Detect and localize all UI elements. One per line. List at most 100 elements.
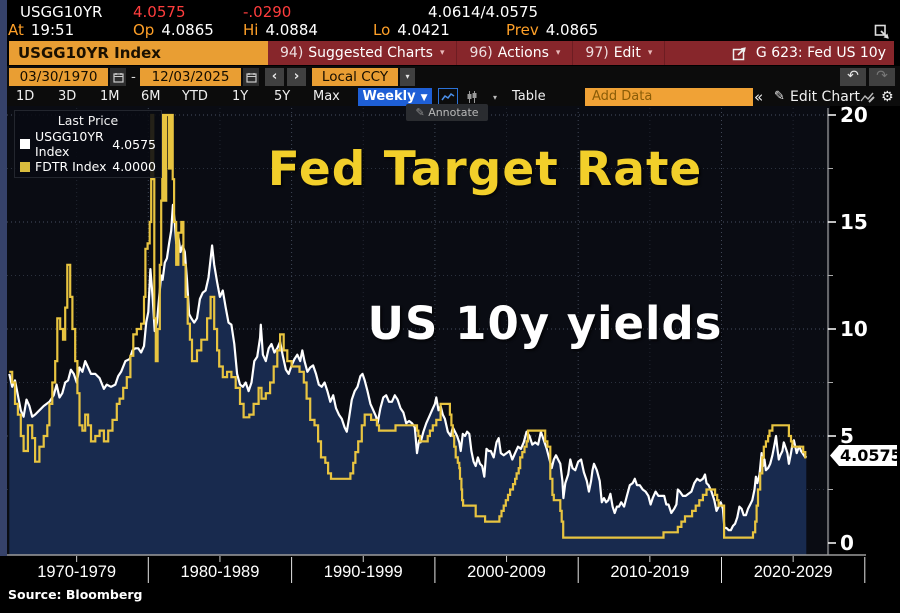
range-back-button[interactable]: ‹ — [265, 68, 284, 86]
period-button-6m[interactable]: 6M — [141, 89, 161, 104]
pencil-icon: ✎ — [415, 106, 425, 119]
line-chart-icon — [441, 92, 455, 101]
legend-title: Last Price — [57, 113, 119, 128]
x-axis-label: 2020-2029 — [754, 563, 833, 581]
period-button-1y[interactable]: 1Y — [232, 89, 249, 104]
chevron-down-icon: ▾ — [555, 48, 561, 58]
period-button-max[interactable]: Max — [313, 89, 340, 104]
series-group — [8, 113, 808, 555]
currency-dropdown-button[interactable]: ▾ — [400, 68, 415, 86]
low-label: Lo — [373, 21, 391, 39]
frequency-select[interactable]: Weekly ▼ — [358, 88, 432, 106]
legend-value: 4.0575 — [112, 136, 156, 152]
chart-annotate-mode-button[interactable] — [857, 88, 877, 106]
legend-value: 4.0000 — [112, 159, 156, 174]
legend-swatch-white — [20, 139, 30, 149]
edit-chart-button[interactable]: Edit Chart — [790, 89, 861, 105]
menu-num: 97) — [585, 45, 609, 61]
table-button[interactable]: Table — [512, 89, 546, 104]
overlay-title-fed-target-rate: Fed Target Rate — [267, 142, 703, 197]
end-calendar-button[interactable] — [243, 68, 259, 86]
period-button-5y[interactable]: 5Y — [274, 89, 291, 104]
expand-window-icon[interactable] — [874, 24, 891, 41]
period-button-1m[interactable]: 1M — [100, 89, 120, 104]
menu-label: Actions — [497, 45, 549, 61]
series-usgg10yr — [8, 203, 808, 532]
menu-label: Edit — [613, 45, 641, 61]
redo-button[interactable]: ↷ — [869, 68, 895, 86]
x-axis-label: 2000-2009 — [467, 563, 546, 581]
start-date-input[interactable]: 03/30/1970 — [9, 68, 108, 86]
menu-actions[interactable]: 96) Actions ▾ — [457, 41, 574, 65]
prev-value: 4.0865 — [545, 21, 599, 39]
menu-num: 96) — [469, 45, 493, 61]
y-tick-label: 5 — [840, 424, 854, 448]
price-chart[interactable]: 0 5 10 15 20 1970-1979 1980-1989 1990-1999 2000-… — [0, 106, 900, 613]
candlestick-icon — [467, 91, 477, 103]
overlay-title-us-10y-yields: US 10y yields — [367, 297, 723, 350]
legend-item-usgg10yr[interactable]: USGG10YR Index 4.0575 — [20, 129, 156, 159]
x-axis-label: 1970-1979 — [37, 563, 116, 581]
quote-low: Lo 4.0421 — [373, 21, 450, 39]
open-value: 4.0865 — [161, 21, 214, 39]
add-data-input[interactable]: Add Data — [585, 88, 753, 106]
high-value: 4.0884 — [265, 21, 318, 39]
period-button-3d[interactable]: 3D — [58, 89, 77, 104]
source-attribution: Source: Bloomberg — [8, 587, 143, 602]
time-value: 19:51 — [30, 21, 75, 39]
open-in-launchpad-icon[interactable] — [732, 46, 747, 61]
y-tick-label: 0 — [840, 531, 854, 555]
gear-icon[interactable]: ⚙ — [881, 89, 894, 105]
low-value: 4.0421 — [397, 21, 450, 39]
security-name-field[interactable]: USGG10YR Index — [9, 41, 268, 65]
period-button-1d[interactable]: 1D — [16, 89, 35, 104]
legend-label: USGG10YR Index — [35, 129, 104, 159]
x-axis-label: 1980-1989 — [180, 563, 259, 581]
annotate-button[interactable]: ✎ Annotate — [406, 104, 488, 121]
chart-pencil-icon — [859, 92, 875, 103]
chevron-down-icon: ▼ — [420, 93, 428, 103]
menu-suggested-charts[interactable]: 94) Suggested Charts ▾ — [268, 41, 458, 65]
price-change: -.0290 — [243, 3, 292, 21]
quote-open: Op 4.0865 — [133, 21, 214, 39]
date-range-dash: - — [131, 69, 136, 85]
pencil-icon: ✎ — [774, 89, 785, 104]
legend-item-fdtr[interactable]: FDTR Index 4.0000 — [20, 159, 156, 174]
security-bar: USGG10YR Index 94) Suggested Charts ▾ 96… — [7, 40, 900, 66]
undo-button[interactable]: ↶ — [840, 68, 866, 86]
candlestick-chart-type-button[interactable] — [462, 88, 482, 106]
series-fdtr — [9, 113, 807, 539]
y-tick-label: 20 — [840, 106, 868, 127]
calendar-icon — [245, 72, 257, 83]
x-axis-label: 2010-2019 — [610, 563, 689, 581]
menu-bar: 94) Suggested Charts ▾ 96) Actions ▾ 97)… — [268, 41, 894, 65]
window-edge-strip — [0, 0, 7, 556]
y-tick-label: 10 — [840, 317, 868, 341]
start-calendar-button[interactable] — [110, 68, 126, 86]
last-price-tag: 4.0575 — [830, 445, 897, 466]
chart-type-dropdown-button[interactable]: ▾ — [492, 92, 497, 102]
chart-tag-label: G 623: Fed US 10y — [755, 45, 886, 61]
menu-edit[interactable]: 97) Edit ▾ — [573, 41, 666, 65]
annotate-label: Annotate — [428, 106, 479, 119]
currency-select[interactable]: Local CCY — [312, 68, 398, 86]
menu-label: Suggested Charts — [308, 45, 433, 61]
period-button-ytd[interactable]: YTD — [182, 89, 208, 104]
quote-time: At 19:51 — [8, 21, 74, 39]
open-label: Op — [133, 21, 155, 39]
ticker-symbol: USGG10YR — [20, 3, 103, 21]
chevron-down-icon: ▾ — [647, 48, 653, 58]
legend-swatch-yellow — [20, 161, 30, 172]
range-bar: 03/30/1970 - 12/03/2025 ‹ › Local CCY ▾ … — [7, 66, 900, 88]
quote-prev: Prev 4.0865 — [506, 21, 598, 39]
end-date-input[interactable]: 12/03/2025 — [140, 68, 241, 86]
x-axis-label: 1990-1999 — [324, 563, 403, 581]
range-forward-button[interactable]: › — [287, 68, 306, 86]
calendar-icon — [112, 72, 124, 83]
bid-ask: 4.0614/4.0575 — [428, 3, 539, 21]
y-tick-label: 15 — [840, 210, 868, 234]
last-price: 4.0575 — [133, 3, 186, 21]
collapse-toolbar-button[interactable]: « — [754, 88, 764, 106]
chart-legend: Last Price USGG10YR Index 4.0575 FDTR In… — [14, 110, 162, 178]
